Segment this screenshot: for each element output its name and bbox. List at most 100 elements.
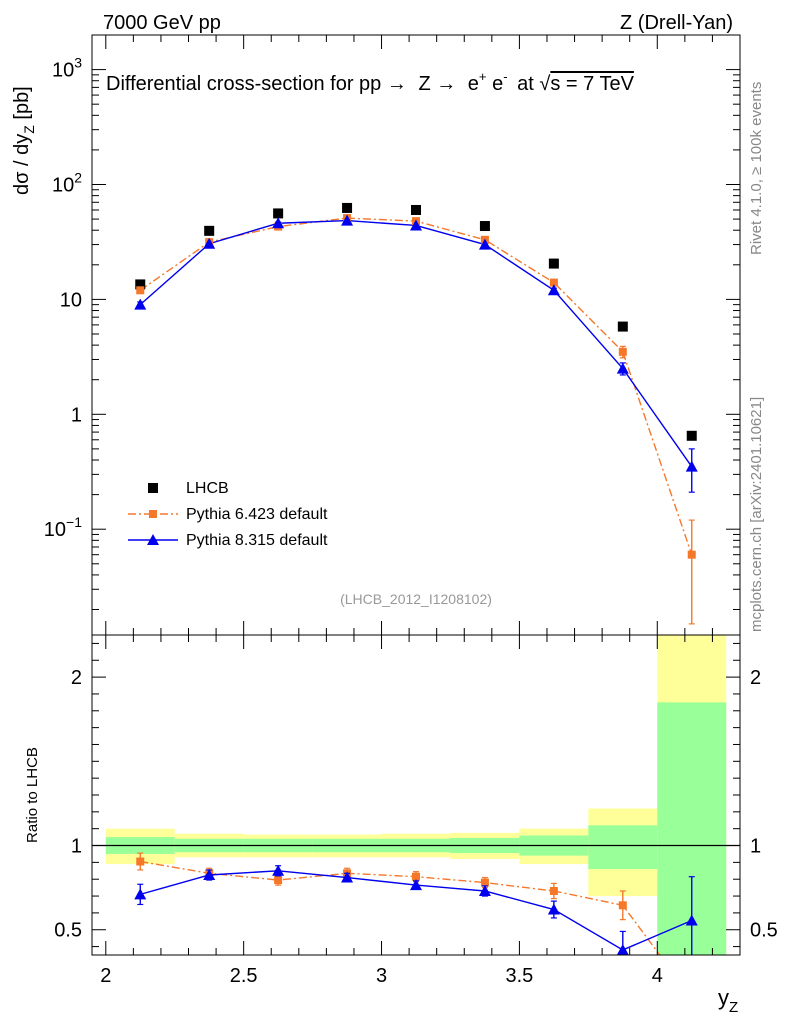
main-marker-series-1-pt-0 [136,286,145,295]
ratio-ytick-label-right-0: 0.5 [750,920,778,942]
main-ytick-label-2: 10 [60,289,82,311]
title-e-minus: e [492,73,503,95]
xlabel-subscript: Z [729,999,738,1016]
legend-label-pythia8: Pythia 8.315 default [186,532,328,549]
main-ytick-base-0: 10 [44,519,66,541]
ratio-ytick-label-left-2: 2 [71,667,82,689]
main-ytick-label-0: 10−1 [44,514,82,541]
main-marker-series-0-pt-7 [617,321,628,332]
main-ytick-base-4: 10 [52,60,74,82]
ylabel-main-part: dσ / dy [11,134,33,195]
ratio-marker-series-1-pt-4 [410,879,422,891]
main-ytick-label-4: 103 [52,55,82,82]
main-marker-series-0-pt-0 [135,279,146,290]
ratio-marker-series-0-pt-8 [688,994,696,1002]
title-z: Z [418,73,430,95]
main-marker-series-1-pt-7 [618,347,627,356]
ratio-marker-series-0-pt-0 [136,857,145,866]
legend-marker-1 [149,510,157,518]
title-plus-sup: + [479,69,487,84]
main-ytick-label-3: 102 [52,169,82,196]
ratio-y-axis-label: Ratio to LHCB [24,747,41,843]
main-ytick-exp-3: 2 [74,169,82,185]
legend: LHCB Pythia 6.423 default Pythia 8.315 d… [128,480,328,549]
ratio-band-stat-7 [588,825,658,870]
ratio-x-axis-label: yZ [718,985,738,1016]
main-marker-series-2-pt-5 [478,238,491,250]
ratio-marker-series-1-pt-5 [478,885,491,896]
main-marker-series-2-pt-7 [616,362,629,374]
ratio-marker-series-1-pt-2 [272,864,285,876]
title-e-plus: e [468,73,479,95]
main-marker-series-2-pt-4 [410,219,422,231]
title-sqrt: √ [539,73,550,95]
xlabel-main: y [718,985,729,1010]
process-label: Z (Drell-Yan) [620,12,733,34]
ratio-xtick-label-2: 3 [376,965,387,987]
ratio-marker-series-1-pt-1 [203,869,216,880]
main-ytick-exp-0: −1 [66,514,82,530]
legend-label-lhcb: LHCB [186,480,229,497]
ratio-marker-series-0-pt-6 [549,887,558,895]
title-at: at [517,73,534,95]
main-ytick-base-3: 10 [52,174,74,196]
main-marker-series-0-pt-8 [686,430,697,441]
main-clipped-group [134,202,698,625]
ratio-xtick-label-4: 4 [652,965,663,987]
ratio-marker-series-1-pt-3 [341,871,354,883]
legend-label-pythia6: Pythia 6.423 default [186,506,328,523]
ratio-marker-series-0-pt-7 [618,901,627,910]
main-y-axis-label: dσ / dyZ [pb] [11,86,37,195]
title-s-eq: s = 7 TeV [550,73,634,95]
ratio-xtick-label-0: 2 [100,965,111,987]
main-line-series-2 [139,219,693,468]
main-marker-series-1-pt-8 [687,550,696,559]
ratio-clipped-group [92,635,740,1002]
analysis-watermark: (LHCB_2012_I1208102) [340,591,492,607]
main-marker-series-2-pt-6 [547,284,560,296]
ratio-marker-series-1-pt-8 [685,914,698,926]
main-marker-series-2-pt-0 [134,298,147,310]
ratio-marker-series-1-pt-6 [547,903,560,915]
ratio-marker-series-0-pt-4 [412,872,420,881]
rivet-version-text: Rivet 4.1.0, ≥ 100k events [748,82,765,255]
main-marker-series-0-pt-6 [548,258,559,269]
main-marker-series-2-pt-3 [341,214,354,226]
legend-marker-0 [148,483,158,493]
ratio-panel-frame [91,634,741,956]
ratio-ytick-label-right-2: 2 [750,667,761,689]
ratio-xtick-label-3: 3.5 [505,965,533,987]
mcplots-url-text: mcplots.cern.ch [arXiv:2401.10621] [748,397,765,632]
main-marker-series-2-pt-2 [272,217,285,229]
ratio-ytick-label-left-0: 0.5 [54,920,82,942]
main-marker-series-0-pt-3 [342,202,353,213]
legend-markers [128,483,178,545]
main-marker-series-0-pt-1 [204,225,215,236]
main-title: Differential cross-section for pp → Z → … [106,64,635,95]
ratio-plot-area [92,635,740,1002]
main-marker-series-2-pt-8 [685,460,698,472]
main-marker-series-0-pt-5 [479,221,490,232]
main-ytick-exp-4: 3 [74,55,82,71]
main-plot-area [134,202,698,625]
title-minus-sup: - [503,69,507,84]
ratio-ytick-label-right-1: 1 [750,836,761,858]
legend-marker-2 [147,534,159,545]
ylabel-subscript: Z [21,125,37,134]
title-arrow-2: → [436,73,456,95]
energy-label: 7000 GeV pp [103,12,221,34]
ratio-xtick-label-1: 2.5 [230,965,258,987]
main-marker-series-2-pt-1 [203,237,216,249]
ratio-panel: 0.5 0.5 1 1 2 2 2 2.5 3 3.5 4 Ratio to LHCB yZ [24,634,778,1016]
ratio-ytick-label-left-1: 1 [71,836,82,858]
ratio-marker-series-0-pt-2 [274,876,283,885]
ratio-ticks: 0.5 0.5 1 1 2 2 2 2.5 3 3.5 4 [54,635,778,987]
ylabel-unit-part: [pb] [11,86,33,125]
title-arrow-1: → [387,73,407,95]
main-marker-series-1-pt-6 [549,278,558,287]
main-line-series-1 [139,217,693,555]
ratio-marker-series-1-pt-7 [616,943,629,955]
